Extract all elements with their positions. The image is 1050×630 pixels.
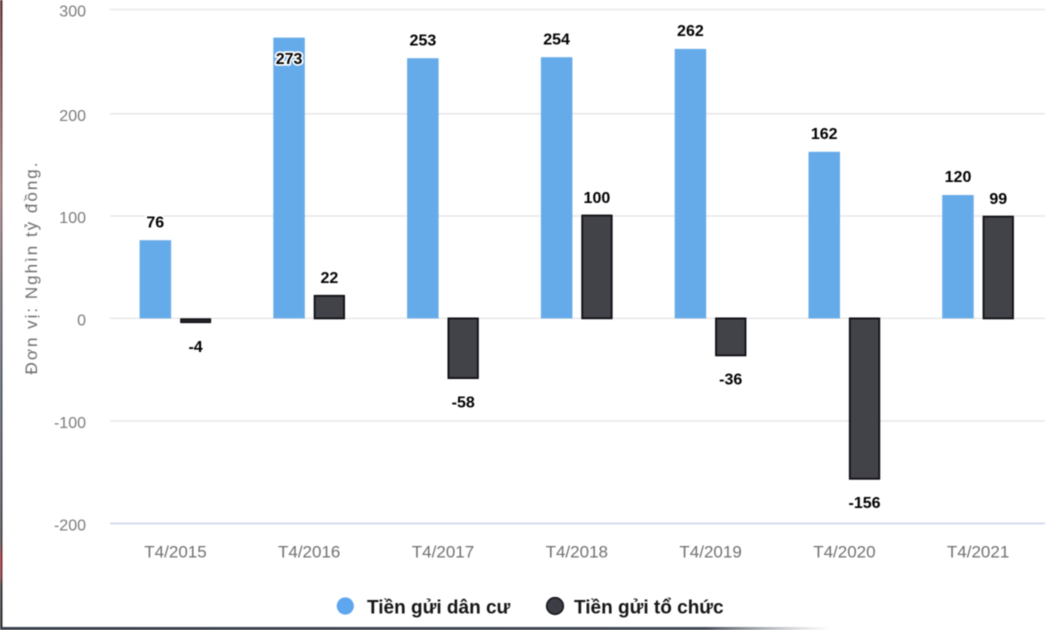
svg-text:200: 200	[59, 108, 86, 125]
svg-text:T4/2016: T4/2016	[278, 543, 340, 562]
svg-text:-58: -58	[452, 394, 475, 411]
svg-text:100: 100	[59, 210, 86, 227]
svg-text:99: 99	[989, 191, 1007, 208]
svg-text:300: 300	[59, 4, 86, 21]
svg-text:262: 262	[677, 23, 704, 40]
svg-text:T4/2021: T4/2021	[947, 543, 1009, 562]
svg-text:162: 162	[811, 126, 838, 143]
svg-text:Tiền gửi tổ chức: Tiền gửi tổ chức	[574, 597, 724, 618]
svg-text:-36: -36	[719, 372, 742, 389]
svg-text:253: 253	[410, 32, 437, 49]
svg-text:T4/2015: T4/2015	[144, 543, 206, 562]
svg-text:T4/2020: T4/2020	[813, 543, 875, 562]
svg-text:254: 254	[543, 31, 570, 48]
svg-text:22: 22	[321, 270, 339, 287]
svg-text:Tiền gửi dân cư: Tiền gửi dân cư	[367, 597, 511, 618]
svg-text:T4/2018: T4/2018	[546, 543, 608, 562]
svg-text:-156: -156	[848, 495, 880, 512]
svg-text:Đơn vị: Nghìn tỷ đồng.: Đơn vị: Nghìn tỷ đồng.	[22, 161, 41, 375]
svg-text:0: 0	[77, 313, 86, 330]
svg-text:-4: -4	[188, 339, 202, 356]
svg-text:T4/2017: T4/2017	[412, 543, 474, 562]
svg-text:273: 273	[276, 51, 303, 68]
svg-text:-200: -200	[54, 518, 86, 535]
svg-text:T4/2019: T4/2019	[679, 543, 741, 562]
svg-text:-100: -100	[54, 415, 86, 432]
svg-text:100: 100	[584, 190, 611, 207]
svg-text:120: 120	[945, 169, 972, 186]
svg-text:76: 76	[146, 214, 164, 231]
